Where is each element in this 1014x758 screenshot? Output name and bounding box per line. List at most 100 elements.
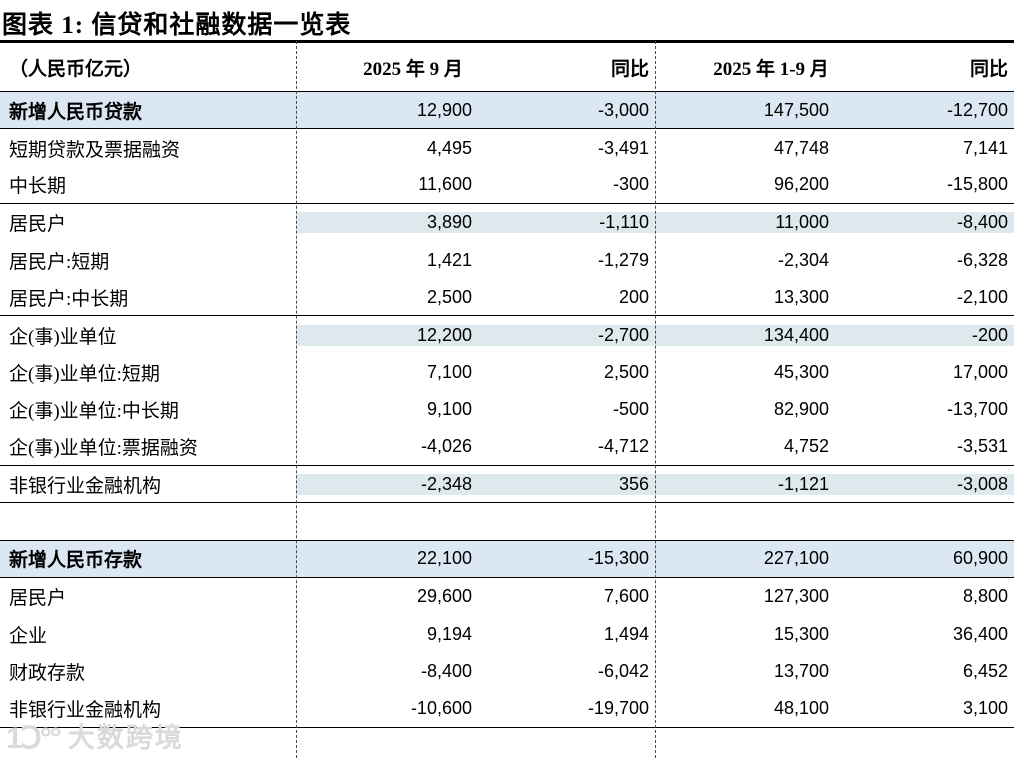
table-header-row: （人民币亿元） 2025 年 9 月 同比 2025 年 1-9 月 同比 — [0, 43, 1014, 92]
cell-value: 11,600 — [418, 174, 472, 195]
cell-value: -2,348 — [296, 473, 478, 495]
cell-value: 12,900 — [416, 99, 472, 120]
credit-data-table: （人民币亿元） 2025 年 9 月 同比 2025 年 1-9 月 同比 新增… — [0, 43, 1014, 728]
row-label: 中长期 — [9, 176, 67, 198]
cell-value: 13,700 — [773, 661, 829, 682]
cell-value: -200 — [835, 324, 1014, 346]
column-header-yoy-2: 同比 — [969, 58, 1008, 80]
cell-value: -500 — [612, 399, 649, 420]
cell-value: 9,100 — [426, 399, 472, 420]
row-label: 企(事)业单位:短期 — [9, 363, 160, 385]
row-label: 企(事)业单位 — [9, 326, 117, 348]
cell-value: 7,100 — [426, 361, 472, 382]
cell-value: 15,300 — [773, 623, 829, 644]
cell-value: 2,500 — [603, 361, 649, 382]
cell-value: 147,500 — [763, 99, 829, 120]
row-label: 企(事)业单位:中长期 — [9, 401, 179, 423]
cell-value: -8,400 — [420, 661, 472, 682]
table-row: 企(事)业单位 12,200 -2,700 134,400 -200 — [0, 316, 1014, 353]
cell-value: -3,491 — [597, 137, 649, 158]
cell-value: -2,304 — [777, 249, 829, 270]
cell-value: -15,800 — [946, 174, 1008, 195]
table-body: 新增人民币贷款 12,900 -3,000 147,500 -12,700 短期贷款及票据… — [0, 92, 1014, 728]
cell-value: 134,400 — [655, 324, 835, 346]
cell-value: 60,900 — [952, 548, 1008, 569]
cell-value: -4,712 — [597, 436, 649, 457]
cell-value: 11,000 — [655, 212, 835, 234]
cell-value: 2,500 — [426, 286, 472, 307]
cell-value: 356 — [478, 473, 655, 495]
table-row: 非银行业金融机构 -2,348 356 -1,121 -3,008 — [0, 466, 1014, 504]
cell-value: -1,279 — [597, 249, 649, 270]
table-row: 企(事)业单位:短期 7,100 2,500 45,300 17,000 — [0, 354, 1014, 391]
table-row: 居民户:短期 1,421 -1,279 -2,304 -6,328 — [0, 242, 1014, 279]
cell-value: -15,300 — [587, 548, 649, 569]
watermark-logo: 1ꓛ°° — [6, 722, 62, 755]
table-row: 新增人民币贷款 12,900 -3,000 147,500 -12,700 — [0, 92, 1014, 130]
row-label: 非银行业金融机构 — [9, 699, 162, 721]
cell-value: 47,748 — [773, 137, 829, 158]
cell-value: -300 — [612, 174, 649, 195]
table-row: 短期贷款及票据融资 4,495 -3,491 47,748 7,141 — [0, 129, 1014, 166]
table-row: 企业 9,194 1,494 15,300 36,400 — [0, 615, 1014, 652]
cell-value: 17,000 — [952, 361, 1008, 382]
row-label: 新增人民币存款 — [9, 550, 143, 572]
table-row: 企(事)业单位:票据融资 -4,026 -4,712 4,752 -3,531 — [0, 429, 1014, 466]
cell-value: -3,008 — [835, 473, 1014, 495]
cell-value: 96,200 — [773, 174, 829, 195]
spacer-row — [0, 503, 1014, 541]
cell-value: 8,800 — [962, 586, 1008, 607]
cell-value: 227,100 — [763, 548, 829, 569]
cell-value: -12,700 — [946, 99, 1008, 120]
row-label: 居民户 — [9, 214, 67, 236]
cell-value: -2,700 — [478, 324, 655, 346]
table-row: 居民户:中长期 2,500 200 13,300 -2,100 — [0, 279, 1014, 317]
cell-value: 3,890 — [296, 212, 478, 234]
cell-value: 7,600 — [603, 586, 649, 607]
watermark: 1ꓛ°° 大数跨境 — [6, 722, 184, 755]
cell-value: 6,452 — [962, 661, 1008, 682]
cell-value: 4,752 — [783, 436, 829, 457]
table-row: 财政存款 -8,400 -6,042 13,700 6,452 — [0, 653, 1014, 690]
cell-value: 22,100 — [416, 548, 472, 569]
cell-value: -1,110 — [478, 212, 655, 234]
cell-value: 12,200 — [296, 324, 478, 346]
cell-value: 1,421 — [426, 249, 472, 270]
cell-value: -2,100 — [956, 286, 1008, 307]
cell-value: 4,495 — [426, 137, 472, 158]
title-divider — [0, 40, 1014, 43]
page-title: 图表 1: 信贷和社融数据一览表 — [2, 12, 352, 39]
table-row: 非银行业金融机构 -10,600 -19,700 48,100 3,100 — [0, 690, 1014, 728]
row-label: 短期贷款及票据融资 — [9, 139, 181, 161]
cell-value: 29,600 — [416, 586, 472, 607]
table-row: 中长期 11,600 -300 96,200 -15,800 — [0, 167, 1014, 205]
cell-value: 7,141 — [962, 137, 1008, 158]
table-row: 居民户 3,890 -1,110 11,000 -8,400 — [0, 204, 1014, 241]
table-row: 新增人民币存款 22,100 -15,300 227,100 60,900 — [0, 540, 1014, 579]
cell-value: 127,300 — [763, 586, 829, 607]
row-label: 居民户:短期 — [9, 251, 110, 273]
cell-value: -10,600 — [410, 697, 472, 718]
column-header-month: 2025 年 9 月 — [363, 58, 463, 80]
row-label: 财政存款 — [9, 663, 86, 685]
cell-value: 82,900 — [773, 399, 829, 420]
cell-value: -13,700 — [946, 399, 1008, 420]
cell-value: -3,531 — [956, 436, 1008, 457]
cell-value: -4,026 — [420, 436, 472, 457]
row-label: 居民户:中长期 — [9, 288, 129, 310]
cell-value: -3,000 — [597, 99, 649, 120]
cell-value: -19,700 — [587, 697, 649, 718]
cell-value: 3,100 — [962, 697, 1008, 718]
cell-value: 48,100 — [773, 697, 829, 718]
table-row: 居民户 29,600 7,600 127,300 8,800 — [0, 578, 1014, 615]
cell-value: -8,400 — [835, 212, 1014, 234]
watermark-text: 大数跨境 — [67, 723, 184, 753]
cell-value: 9,194 — [426, 623, 472, 644]
cell-value: 36,400 — [952, 623, 1008, 644]
row-label: 居民户 — [9, 588, 67, 610]
row-label: 企(事)业单位:票据融资 — [9, 438, 198, 460]
column-divider-2 — [655, 41, 656, 758]
row-label: 非银行业金融机构 — [9, 475, 162, 497]
cell-value: 13,300 — [773, 286, 829, 307]
